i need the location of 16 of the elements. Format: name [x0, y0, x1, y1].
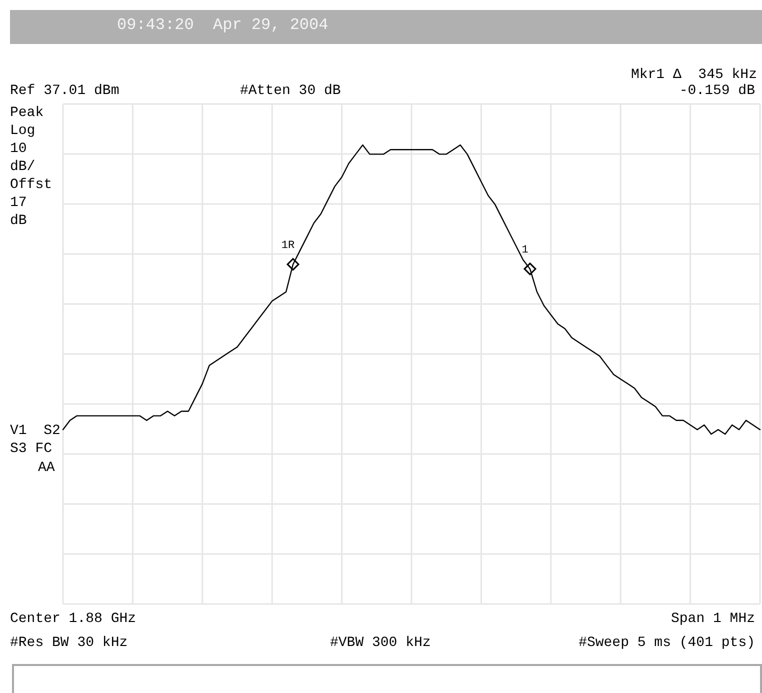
- text: Peak Log 10 dB/ Offst 17 dB: [10, 105, 52, 229]
- text: #Atten 30 dB: [240, 83, 341, 99]
- text: V1 S2: [10, 423, 60, 439]
- text: #VBW 300 kHz: [330, 635, 431, 651]
- text: Mkr1 Δ 345 kHz: [630, 67, 757, 83]
- text: #Res BW 30 kHz: [10, 635, 128, 651]
- text: S3 FC: [10, 441, 52, 457]
- text: #Sweep 5 ms (401 pts): [578, 635, 755, 651]
- text: Center 1.88 GHz: [10, 611, 136, 627]
- annotation: 1: [522, 244, 529, 256]
- chart-title: 09:43:20 Apr 29, 2004: [117, 16, 328, 34]
- text: Span 1 MHz: [670, 611, 755, 627]
- annotation: 1R: [281, 240, 296, 252]
- text: Ref 37.01 dBm: [10, 83, 120, 99]
- text: AA: [38, 460, 56, 476]
- text: -0.159 dB: [679, 83, 755, 99]
